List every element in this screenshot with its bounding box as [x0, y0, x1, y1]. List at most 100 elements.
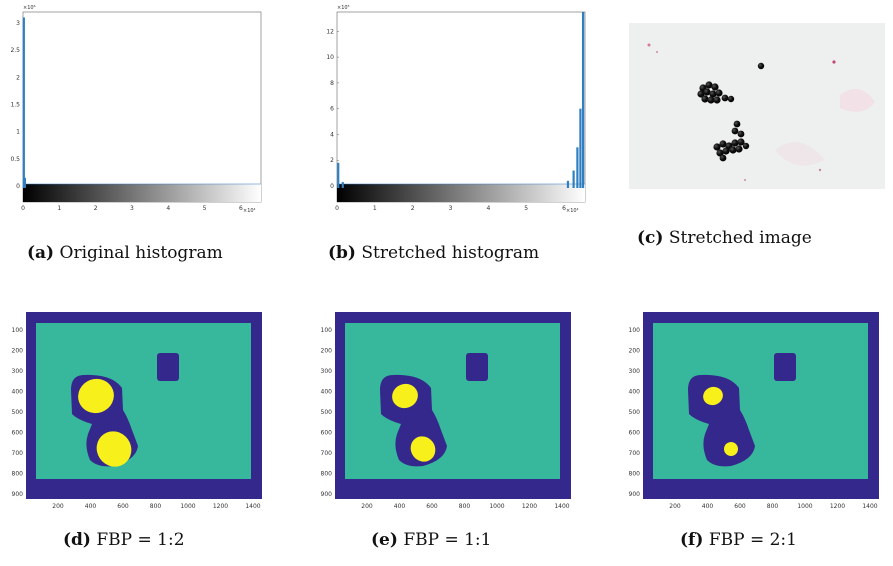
- plot-area-b: [336, 11, 586, 203]
- caption-f: (f) FBP = 2:1: [680, 530, 797, 550]
- stretched-microscopy-image: [629, 23, 885, 189]
- x-tick-label: 1000: [489, 503, 504, 510]
- histogram-bar: [22, 17, 25, 188]
- histogram-bar: [337, 162, 340, 188]
- caption-a: (a) Original histogram: [27, 243, 223, 263]
- foreground-core: [703, 386, 723, 406]
- x-tick-label: 1: [373, 205, 377, 212]
- y-tick-label: 8: [330, 80, 334, 87]
- x-tick-label: 400: [702, 503, 714, 510]
- y-tick-label: 800: [629, 471, 641, 478]
- x-tick-label: 5: [203, 205, 207, 212]
- foreground-core: [724, 442, 738, 456]
- caption-c-letter: (c): [637, 228, 664, 248]
- y-tick-label: 2: [16, 74, 20, 81]
- grayscale-colorbar-a: [23, 184, 261, 202]
- debris: [818, 168, 822, 172]
- background-region: [345, 323, 560, 479]
- x-tick-label: 4: [486, 205, 490, 212]
- x-tick-label: 200: [669, 503, 681, 510]
- y-tick-label: 0: [330, 183, 334, 190]
- grayscale-colorbar-b: [337, 184, 585, 202]
- cell: [757, 62, 765, 70]
- y-tick-label: 2: [330, 157, 334, 164]
- x-tick-label: 5: [524, 205, 528, 212]
- histogram-bar: [566, 180, 570, 188]
- y-tick-label: 800: [12, 471, 24, 478]
- foreground-core: [78, 378, 114, 414]
- y-tick-label: 1.5: [10, 101, 20, 108]
- x-tick-label: 1400: [862, 503, 877, 510]
- background-region: [36, 323, 251, 479]
- x-tick-label: 800: [150, 503, 162, 510]
- x-tick-label: 0: [335, 205, 339, 212]
- x-tick-label: 800: [767, 503, 779, 510]
- y-tick-label: 900: [629, 491, 641, 498]
- histogram-a-chart: ×10⁶ 3 2.5 2 1.5 1 0.5 0 0 1 2 3 4 5 6 ×10⁴: [10, 5, 262, 214]
- y-tick-label: 400: [321, 389, 333, 396]
- caption-e: (e) FBP = 1:1: [371, 530, 491, 550]
- caption-f-text: FBP = 2:1: [708, 530, 797, 550]
- panel-a-original-histogram: ×10⁶ 3 2.5 2 1.5 1 0.5 0 0 1 2 3 4 5 6 ×10⁴ (a) Orig…: [0, 0, 290, 280]
- y-tick-label: 1: [16, 129, 20, 136]
- caption-e-letter: (e): [371, 530, 398, 550]
- histogram-bar: [572, 170, 575, 188]
- caption-c-text: Stretched image: [668, 228, 812, 248]
- caption-f-letter: (f): [680, 530, 704, 550]
- x-tick-label: 1400: [245, 503, 260, 510]
- artifact-region: [466, 353, 488, 381]
- y-tick-label: 200: [321, 348, 333, 355]
- x-tick-label: 800: [459, 503, 471, 510]
- y-tick-label: 6: [330, 106, 334, 113]
- x-tick-label: 3: [449, 205, 453, 212]
- segmentation-map-d: 100 200 300 400 500 600 700 800 900 200 400 600 800 1…: [12, 312, 262, 510]
- y-tick-label: 100: [12, 327, 24, 334]
- y-tick-label: 700: [629, 450, 641, 457]
- stain: [775, 142, 825, 166]
- x-tick-label: 6: [562, 205, 566, 212]
- y-tick-label: 200: [629, 348, 641, 355]
- cell-cluster-lower: [713, 120, 750, 162]
- y-tick-label: 2.5: [10, 47, 20, 54]
- foreground-core: [96, 431, 132, 467]
- caption-d-text: FBP = 1:2: [96, 530, 185, 550]
- y-tick-label: 800: [321, 471, 333, 478]
- segmentation-map-f: 100 200 300 400 500 600 700 800 900 200 400 600 800 1…: [629, 312, 879, 510]
- histogram-bar: [579, 108, 582, 188]
- stain: [840, 88, 875, 112]
- x-tick-label: 400: [85, 503, 97, 510]
- artifact-region: [774, 353, 796, 381]
- histogram-bar: [341, 182, 344, 188]
- y-tick-label: 0: [16, 183, 20, 190]
- panel-f-segmentation: 100 200 300 400 500 600 700 800 900 200 400 600 800 1…: [626, 305, 888, 520]
- y-tick-label: 3: [16, 20, 20, 27]
- x-tick-label: 2: [411, 205, 415, 212]
- caption-b: (b) Stretched histogram: [328, 243, 539, 263]
- x-tick-label: 1000: [180, 503, 195, 510]
- y-tick-label: 900: [321, 491, 333, 498]
- panel-c-stretched-image: (c) Stretched image: [625, 0, 893, 280]
- segmentation-map-e: 100 200 300 400 500 600 700 800 900 200 400 600 800 1…: [321, 312, 571, 510]
- y-tick-label: 400: [12, 389, 24, 396]
- debris: [744, 179, 746, 181]
- x-tick-label: 600: [117, 503, 129, 510]
- panel-d-segmentation: 100 200 300 400 500 600 700 800 900 200 400 600 800 1…: [9, 305, 271, 520]
- x-tick-label: 200: [361, 503, 373, 510]
- debris: [647, 43, 651, 47]
- caption-b-text: Stretched histogram: [361, 243, 540, 263]
- y-multiplier-b: ×10⁵: [337, 5, 350, 11]
- foreground-core: [392, 383, 418, 409]
- debris: [656, 51, 658, 53]
- y-tick-label: 100: [629, 327, 641, 334]
- y-tick-label: 4: [330, 131, 334, 138]
- y-tick-label: 10: [326, 54, 334, 61]
- y-tick-label: 200: [12, 348, 24, 355]
- caption-d: (d) FBP = 1:2: [63, 530, 185, 550]
- y-tick-label: 400: [629, 389, 641, 396]
- caption-b-letter: (b): [328, 243, 356, 263]
- y-tick-label: 500: [629, 409, 641, 416]
- x-tick-label: 200: [52, 503, 64, 510]
- x-multiplier-a: ×10⁴: [243, 208, 256, 214]
- y-tick-label: 900: [12, 491, 24, 498]
